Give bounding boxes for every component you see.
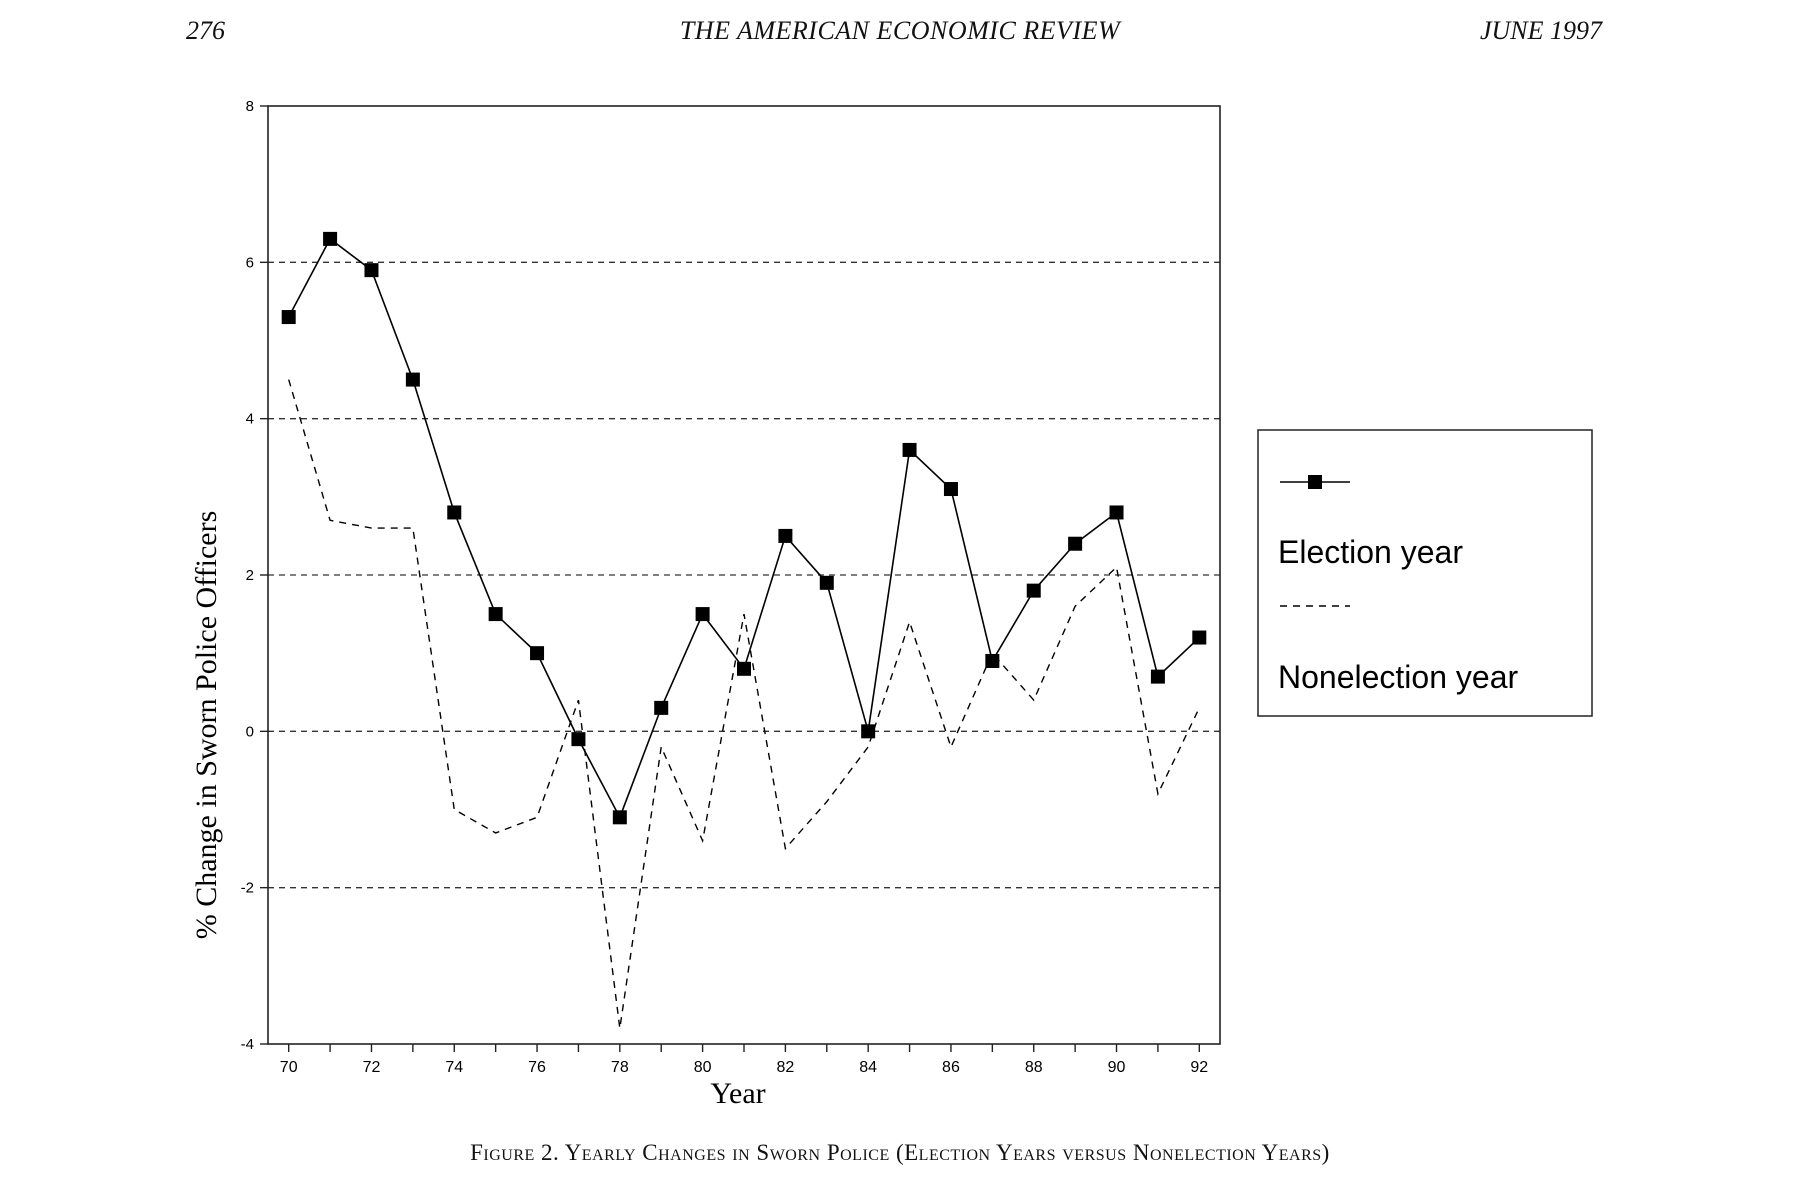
election-year-point xyxy=(323,231,338,246)
election-year-point xyxy=(405,372,420,387)
election-year-point xyxy=(488,607,503,622)
gridlines xyxy=(268,261,1220,889)
legend-election-label: Election year xyxy=(1278,534,1463,570)
election-year-point xyxy=(861,724,876,739)
x-tick-label: 74 xyxy=(445,1059,463,1076)
y-tick-label: 6 xyxy=(246,254,254,271)
x-axis-label: Year xyxy=(710,1077,765,1110)
legend-nonelection-label: Nonelection year xyxy=(1278,659,1518,695)
legend-election-marker xyxy=(1308,475,1322,489)
x-tick-label: 82 xyxy=(776,1059,794,1076)
election-year-point xyxy=(447,505,462,520)
election-year-point xyxy=(778,528,793,543)
election-year-point xyxy=(654,700,669,715)
election-year-point xyxy=(1026,583,1041,598)
x-tick-label: 86 xyxy=(942,1059,960,1076)
series-line-election-year xyxy=(287,237,1200,820)
legend: Election year Nonelection year xyxy=(1257,429,1593,717)
journal-title: THE AMERICAN ECONOMIC REVIEW xyxy=(679,16,1121,45)
series-line-nonelection-year xyxy=(288,379,1200,1029)
election-year-point xyxy=(571,732,586,747)
page-number: 276 xyxy=(186,16,225,45)
election-year-point xyxy=(737,661,751,676)
election-year-point xyxy=(1068,536,1083,551)
x-tick-label: 90 xyxy=(1108,1059,1126,1076)
x-tick-label: 72 xyxy=(363,1059,381,1076)
election-year-point xyxy=(1192,630,1207,645)
election-year-point xyxy=(364,263,379,278)
x-tick-label: 88 xyxy=(1025,1059,1043,1076)
election-year-point xyxy=(985,653,1000,668)
figure-caption: Figure 2. Yearly Changes in Sworn Police… xyxy=(470,1140,1330,1165)
election-year-point xyxy=(902,442,917,457)
election-year-point xyxy=(612,810,627,825)
election-year-point xyxy=(1109,505,1124,520)
y-tick-label: -4 xyxy=(241,1036,254,1053)
x-tick-label: 92 xyxy=(1190,1059,1208,1076)
election-year-point xyxy=(695,607,710,622)
x-tick-label: 78 xyxy=(611,1059,629,1076)
x-tick-label: 70 xyxy=(280,1059,298,1076)
y-axis-label: % Change in Sworn Police Officers xyxy=(190,511,223,940)
y-tick-label: 8 xyxy=(246,98,254,115)
x-tick-label: 84 xyxy=(859,1059,877,1076)
y-tick-label: 0 xyxy=(246,723,254,740)
election-year-point xyxy=(281,310,296,325)
x-tick-label: 80 xyxy=(694,1059,712,1076)
election-year-point xyxy=(943,482,958,497)
y-tick-label: 4 xyxy=(246,411,254,428)
election-year-point xyxy=(530,646,545,661)
y-tick-label: -2 xyxy=(241,880,254,897)
series xyxy=(281,231,1207,1029)
election-year-point xyxy=(1150,669,1165,684)
issue-date: JUNE 1997 xyxy=(1479,16,1602,45)
page-header: 276 THE AMERICAN ECONOMIC REVIEW JUNE 19… xyxy=(0,12,1800,52)
election-year-point xyxy=(819,575,834,590)
x-tick-label: 76 xyxy=(528,1059,546,1076)
y-tick-label: 2 xyxy=(246,567,254,584)
